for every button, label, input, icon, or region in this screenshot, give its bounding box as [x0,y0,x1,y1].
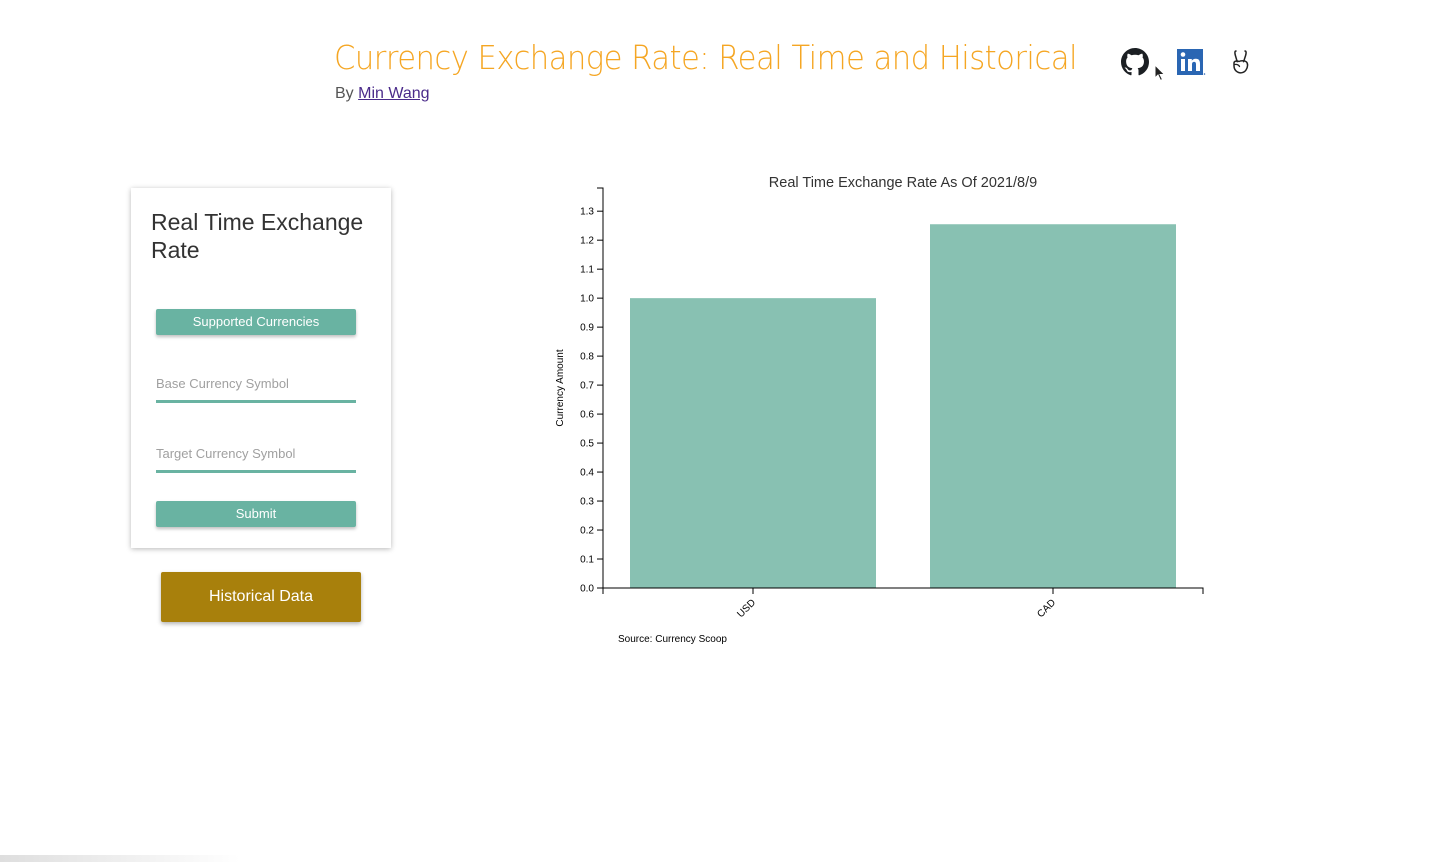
bottom-scroll-shadow [0,855,240,862]
y-tick-label: 0.2 [580,526,594,537]
page-title: Currency Exchange Rate: Real Time and Hi… [334,38,1077,77]
y-tick-label: 0.6 [580,410,594,421]
y-tick-label: 1.0 [580,294,594,305]
y-axis-line [597,187,604,589]
y-axis-label: Currency Amount [555,349,566,426]
y-tick-label: 0.8 [580,352,594,363]
y-tick-label: 0.3 [580,497,594,508]
target-currency-input[interactable] [156,436,356,473]
real-time-card: Real Time Exchange Rate Supported Curren… [131,188,391,548]
y-tick-label: 0.0 [580,584,594,595]
byline: By Min Wang [335,85,430,103]
github-icon[interactable] [1121,48,1149,76]
chart-title: Real Time Exchange Rate As Of 2021/8/9 [769,175,1037,191]
y-tick-label: 1.1 [580,265,594,276]
x-tick-label: USD [735,597,758,620]
bars-group [630,224,1176,588]
chart-source: Source: Currency Scoop [618,634,727,645]
mouse-cursor-icon [1154,64,1166,82]
x-tick-label: CAD [1035,597,1058,620]
bar-usd [630,298,876,588]
y-tick-label: 0.5 [580,439,594,450]
author-link[interactable]: Min Wang [358,85,430,102]
bar-cad [930,224,1176,588]
supported-currencies-button[interactable]: Supported Currencies [156,309,356,335]
y-tick-label: 0.1 [580,555,594,566]
angellist-icon[interactable] [1229,48,1253,76]
exchange-rate-chart: Real Time Exchange Rate As Of 2021/8/9 C… [555,175,1204,645]
base-currency-input[interactable] [156,366,356,403]
y-tick-label: 1.3 [580,207,594,218]
linkedin-icon[interactable] [1176,48,1206,76]
card-title: Real Time Exchange Rate [151,209,364,263]
submit-button[interactable]: Submit [156,501,356,527]
x-axis-line [602,587,1204,594]
y-tick-label: 0.9 [580,323,594,334]
y-tick-label: 0.4 [580,468,594,479]
y-tick-label: 0.7 [580,381,594,392]
byline-prefix: By [335,85,354,102]
y-tick-label: 1.2 [580,236,594,247]
historical-data-button[interactable]: Historical Data [161,572,361,622]
